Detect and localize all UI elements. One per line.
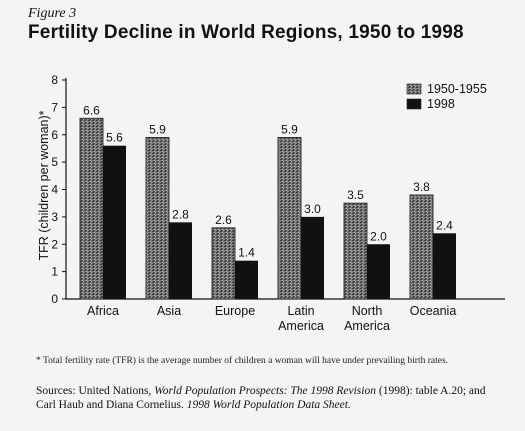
bar-asia-19501955 bbox=[145, 136, 170, 300]
value-label: 2.4 bbox=[436, 218, 453, 232]
value-label: 5.9 bbox=[281, 122, 298, 136]
y-tick-label: 6 bbox=[51, 128, 58, 142]
value-label: 5.6 bbox=[106, 131, 123, 145]
bars bbox=[79, 117, 456, 300]
value-label: 2.6 bbox=[215, 213, 232, 227]
bar-latin-america-19501955 bbox=[277, 136, 302, 300]
category-label: Africa bbox=[87, 304, 119, 318]
y-tick-label: 1 bbox=[51, 265, 58, 279]
y-tick-label: 2 bbox=[51, 237, 58, 251]
legend-label: 1950-1955 bbox=[427, 82, 487, 96]
footnote: * Total fertility rate (TFR) is the aver… bbox=[36, 356, 449, 366]
value-label: 6.6 bbox=[83, 103, 100, 117]
sources-note: Sources: United Nations, World Populatio… bbox=[36, 384, 506, 412]
legend-swatch bbox=[406, 83, 422, 95]
bar-africa-19501955 bbox=[79, 117, 104, 300]
bar-north-america-1998 bbox=[367, 244, 390, 299]
sources-publication-2: 1998 World Population Data Sheet. bbox=[186, 399, 351, 411]
category-label: America bbox=[278, 319, 324, 333]
y-tick-label: 3 bbox=[51, 210, 58, 224]
legend-swatch bbox=[406, 98, 422, 110]
y-tick-label: 4 bbox=[51, 183, 58, 197]
bar-africa-1998 bbox=[103, 145, 126, 299]
chart-title: Fertility Decline in World Regions, 1950… bbox=[28, 22, 464, 43]
bar-oceania-1998 bbox=[433, 233, 456, 299]
value-label: 5.9 bbox=[149, 122, 166, 136]
category-label: Asia bbox=[157, 304, 181, 318]
bar-asia-1998 bbox=[169, 222, 192, 299]
y-tick-label: 7 bbox=[51, 100, 58, 114]
bar-europe-1998 bbox=[235, 260, 258, 299]
sources-middle: (1998): table A.20; and Carl Haub and Di… bbox=[36, 385, 486, 411]
category-label: Latin bbox=[287, 304, 314, 318]
value-label: 3.0 bbox=[304, 202, 321, 216]
labels: 6.6 5.6 Africa 5.9 2.8 Asia 2.6 1.4 Europe 5.9 3.0… bbox=[83, 103, 456, 333]
value-label: 3.8 bbox=[413, 180, 430, 194]
category-label: Europe bbox=[215, 304, 255, 318]
value-label: 2.0 bbox=[370, 229, 387, 243]
bar-europe-19501955 bbox=[211, 227, 236, 300]
bar-latin-america-1998 bbox=[301, 216, 324, 299]
bar-oceania-19501955 bbox=[409, 194, 434, 300]
figure-label: Figure 3 bbox=[28, 6, 77, 21]
category-label: Oceania bbox=[410, 304, 457, 318]
value-label: 1.4 bbox=[238, 246, 255, 260]
y-tick-label: 0 bbox=[51, 292, 58, 306]
bar-chart: 0 1 2 3 4 5 6 7 8 TFR (children per woman)* 6.6 5.… bbox=[37, 73, 505, 333]
y-axis-label: TFR (children per woman)* bbox=[37, 110, 51, 260]
category-label: North bbox=[352, 304, 383, 318]
sources-publication-1: World Population Prospects: The 1998 Rev… bbox=[154, 385, 376, 397]
value-label: 3.5 bbox=[347, 188, 364, 202]
y-tick-label: 5 bbox=[51, 155, 58, 169]
legend-label: 1998 bbox=[427, 97, 455, 111]
sources-prefix: Sources: United Nations, bbox=[36, 385, 152, 397]
y-tick-label: 8 bbox=[51, 73, 58, 87]
bar-north-america-19501955 bbox=[343, 202, 368, 300]
value-label: 2.8 bbox=[172, 207, 189, 221]
category-label: America bbox=[344, 319, 390, 333]
